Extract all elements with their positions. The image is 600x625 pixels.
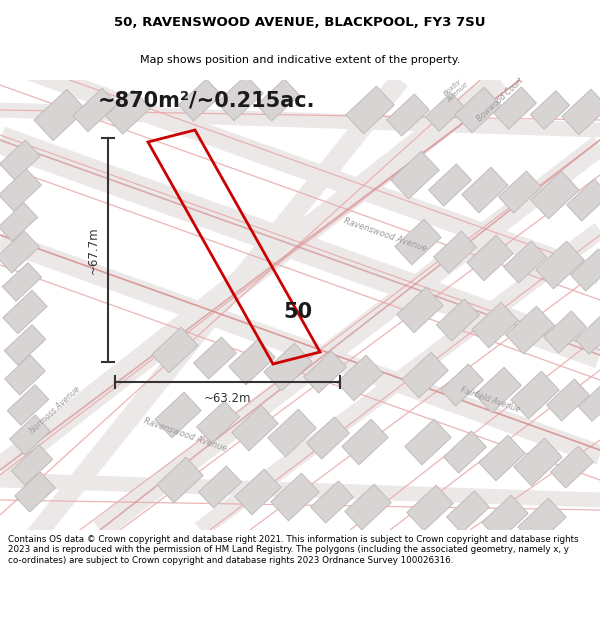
Bar <box>437 299 479 341</box>
Bar <box>514 438 562 486</box>
Bar <box>511 371 559 419</box>
Bar <box>434 231 476 273</box>
Bar <box>571 249 600 291</box>
Text: Bowwood Court: Bowwood Court <box>475 76 525 124</box>
Bar <box>386 94 430 136</box>
Bar <box>342 419 388 465</box>
Polygon shape <box>194 222 600 538</box>
Text: Normoss Avenue: Normoss Avenue <box>28 384 82 436</box>
Polygon shape <box>0 231 600 464</box>
Bar <box>5 355 46 395</box>
Bar <box>217 75 263 121</box>
Bar <box>446 491 490 533</box>
Text: Contains OS data © Crown copyright and database right 2021. This information is : Contains OS data © Crown copyright and d… <box>8 535 578 564</box>
Bar <box>73 88 117 132</box>
Polygon shape <box>0 102 600 138</box>
Bar <box>575 316 600 354</box>
Bar <box>530 91 569 129</box>
Bar <box>494 87 536 129</box>
Bar <box>0 169 41 211</box>
Text: 50, RAVENSWOOD AVENUE, BLACKPOOL, FY3 7SU: 50, RAVENSWOOD AVENUE, BLACKPOOL, FY3 7S… <box>114 16 486 29</box>
Bar <box>155 392 201 438</box>
Bar <box>197 401 239 443</box>
Bar <box>467 235 513 281</box>
Bar <box>503 241 547 283</box>
Text: ~63.2m: ~63.2m <box>204 392 251 405</box>
Polygon shape <box>0 127 600 368</box>
Text: Ravenswood Avenue: Ravenswood Avenue <box>142 416 228 454</box>
Bar <box>531 171 579 219</box>
Text: Boxby
Avenue: Boxby Avenue <box>441 76 469 104</box>
Bar <box>304 351 346 393</box>
Bar <box>232 405 278 451</box>
Bar <box>499 171 541 213</box>
Bar <box>455 88 501 132</box>
Bar <box>7 385 49 425</box>
Bar <box>428 164 472 206</box>
Text: Ravenswood Avenue: Ravenswood Avenue <box>342 216 428 254</box>
Bar <box>0 140 40 180</box>
Bar <box>346 86 394 134</box>
Bar <box>11 445 53 485</box>
Bar <box>0 231 40 273</box>
Bar <box>10 415 50 455</box>
Bar <box>544 311 586 353</box>
Bar <box>257 79 299 121</box>
Bar <box>34 89 86 141</box>
Bar <box>482 495 528 541</box>
Bar <box>337 355 383 401</box>
Bar <box>425 92 464 131</box>
Bar <box>578 382 600 421</box>
Bar <box>0 202 38 241</box>
Bar <box>106 90 151 134</box>
Bar <box>345 484 391 530</box>
Polygon shape <box>0 472 600 508</box>
Bar <box>440 364 484 406</box>
Bar <box>566 179 600 221</box>
Bar <box>562 89 600 135</box>
Bar <box>235 469 281 515</box>
Bar <box>462 168 508 212</box>
Bar <box>264 343 312 391</box>
Bar <box>405 419 451 465</box>
Bar <box>307 417 349 459</box>
Bar <box>472 302 518 348</box>
Bar <box>391 151 439 199</box>
Text: ~67.7m: ~67.7m <box>87 226 100 274</box>
Bar <box>3 291 47 334</box>
Bar <box>547 379 589 421</box>
Bar <box>397 288 443 332</box>
Bar <box>443 431 487 473</box>
Bar <box>551 446 593 488</box>
Bar <box>475 368 521 413</box>
Polygon shape <box>93 136 600 539</box>
Bar <box>271 473 319 521</box>
Bar <box>14 472 55 512</box>
Text: ~870m²/~0.215ac.: ~870m²/~0.215ac. <box>98 90 316 110</box>
Bar <box>194 337 236 379</box>
Polygon shape <box>0 74 408 586</box>
Bar <box>311 481 353 523</box>
Polygon shape <box>0 51 600 284</box>
Text: Map shows position and indicative extent of the property.: Map shows position and indicative extent… <box>140 55 460 65</box>
Bar <box>536 241 584 289</box>
Bar <box>199 466 241 508</box>
Text: 50: 50 <box>283 302 313 322</box>
Bar <box>402 352 448 398</box>
Bar <box>407 485 453 531</box>
Bar <box>506 306 554 354</box>
Bar <box>479 435 525 481</box>
Bar <box>2 262 41 301</box>
Text: Fairfield Avenue: Fairfield Avenue <box>459 386 521 414</box>
Bar <box>229 339 275 385</box>
Bar <box>157 458 203 503</box>
Bar <box>152 328 198 372</box>
Polygon shape <box>0 70 508 480</box>
Bar <box>395 219 441 265</box>
Bar <box>268 409 316 457</box>
Bar <box>179 79 221 121</box>
Bar <box>4 325 46 365</box>
Bar <box>518 498 566 546</box>
